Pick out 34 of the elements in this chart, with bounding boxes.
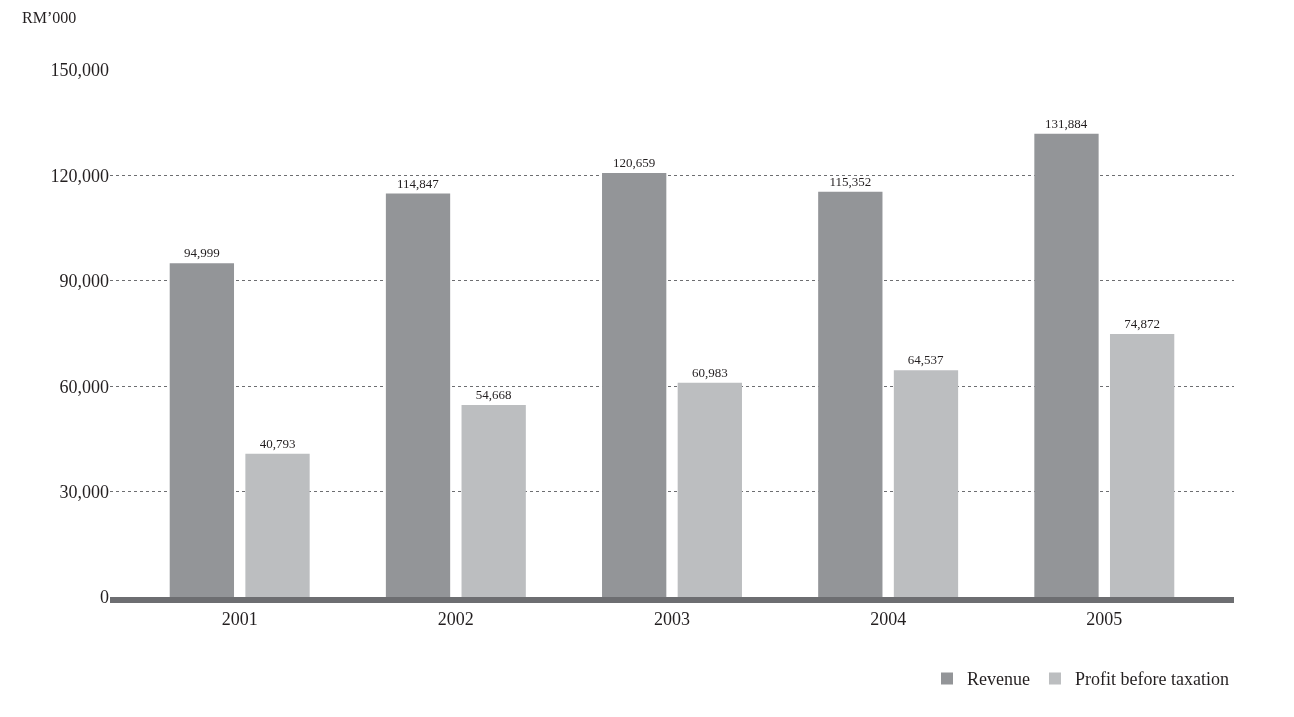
y-tick-label: 0 bbox=[100, 587, 109, 608]
data-label: 54,668 bbox=[475, 386, 512, 402]
data-label: 40,793 bbox=[259, 435, 296, 451]
bar bbox=[677, 382, 742, 597]
x-tick-label: 2004 bbox=[870, 608, 907, 629]
bar bbox=[1034, 133, 1099, 597]
bar bbox=[1109, 333, 1175, 597]
bar bbox=[385, 193, 451, 597]
legend-label: Profit before taxation bbox=[1074, 669, 1229, 690]
x-tick-label: 2001 bbox=[221, 608, 258, 629]
data-label: 60,983 bbox=[691, 364, 728, 380]
data-label: 114,847 bbox=[396, 175, 440, 191]
bar bbox=[818, 191, 883, 597]
data-label: 94,999 bbox=[183, 245, 220, 261]
legend-label: Revenue bbox=[967, 669, 1030, 690]
y-axis-title: RM’000 bbox=[22, 9, 77, 26]
data-label: 131,884 bbox=[1045, 115, 1088, 131]
bar bbox=[461, 404, 526, 597]
data-label: 120,659 bbox=[613, 155, 656, 171]
bar bbox=[169, 263, 235, 597]
x-tick-label: 2002 bbox=[437, 608, 474, 629]
y-tick-label: 30,000 bbox=[59, 481, 109, 502]
y-tick-label: 90,000 bbox=[59, 271, 109, 292]
x-tick-label: 2003 bbox=[654, 608, 690, 629]
y-tick-label: 60,000 bbox=[59, 376, 109, 397]
data-label: 64,537 bbox=[907, 352, 945, 368]
y-tick-label: 150,000 bbox=[50, 60, 109, 81]
bar bbox=[893, 370, 959, 597]
x-tick-label: 2005 bbox=[1086, 608, 1123, 629]
data-label: 74,872 bbox=[1124, 315, 1161, 331]
bar bbox=[602, 173, 667, 597]
data-label: 115,352 bbox=[829, 173, 872, 189]
y-tick-label: 120,000 bbox=[50, 165, 109, 186]
bar bbox=[245, 453, 310, 597]
